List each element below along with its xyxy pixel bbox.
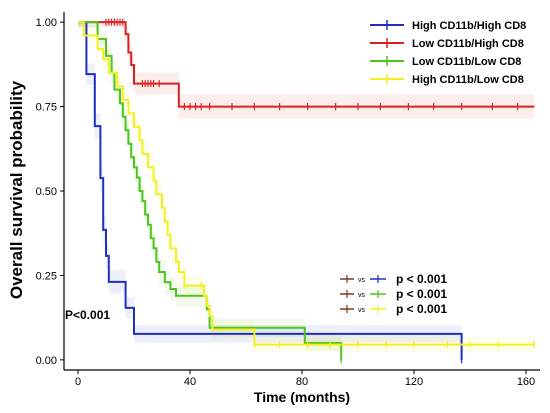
y-tick-label: 0.75	[36, 102, 57, 114]
axes: 0 40 80 120 160 0.00 0.25 0.50 0.75 1.00	[36, 12, 540, 388]
confidence-band	[78, 22, 462, 360]
x-axis-title: Time (months)	[254, 389, 350, 405]
legend-label: High CD11b/Low CD8	[412, 74, 524, 86]
x-tick-label: 0	[75, 376, 81, 388]
survival-curve	[78, 21, 535, 346]
survival-curve	[78, 21, 463, 360]
legend-label: Low CD11b/High CD8	[412, 38, 524, 50]
confidence-band	[78, 22, 535, 353]
x-tick-label: 40	[184, 376, 196, 388]
comparison-pvalue: p < 0.001	[396, 287, 447, 301]
x-tick-label: 80	[296, 376, 308, 388]
confidence-bands	[78, 22, 535, 360]
comparison-pvalue: p < 0.001	[396, 272, 447, 286]
survival-curve	[78, 21, 343, 360]
y-axis-title: Overall survival probability	[7, 80, 26, 299]
y-tick-label: 0.50	[36, 186, 57, 198]
comparison-vs: vs	[358, 277, 366, 284]
survival-curves	[78, 18, 536, 364]
y-tick-label: 0.25	[36, 270, 57, 282]
comparison-vs: vs	[358, 292, 366, 299]
x-tick-label: 120	[405, 376, 423, 388]
confidence-band	[78, 22, 535, 119]
y-tick-label: 1.00	[36, 17, 57, 29]
pairwise-comparisons: vs p < 0.001 vs p < 0.001 vs p < 0.001	[340, 272, 447, 316]
overall-pvalue: P<0.001	[65, 308, 110, 322]
legend-label: Low CD11b/Low CD8	[412, 56, 521, 68]
legend-label: High CD11b/High CD8	[412, 20, 526, 32]
comparison-vs: vs	[358, 307, 366, 314]
comparison-pvalue: p < 0.001	[396, 302, 447, 316]
x-tick-label: 160	[517, 376, 535, 388]
legend: High CD11b/High CD8 Low CD11b/High CD8 Low…	[370, 20, 526, 86]
y-tick-label: 0.00	[36, 355, 57, 367]
survival-curve	[78, 21, 535, 108]
